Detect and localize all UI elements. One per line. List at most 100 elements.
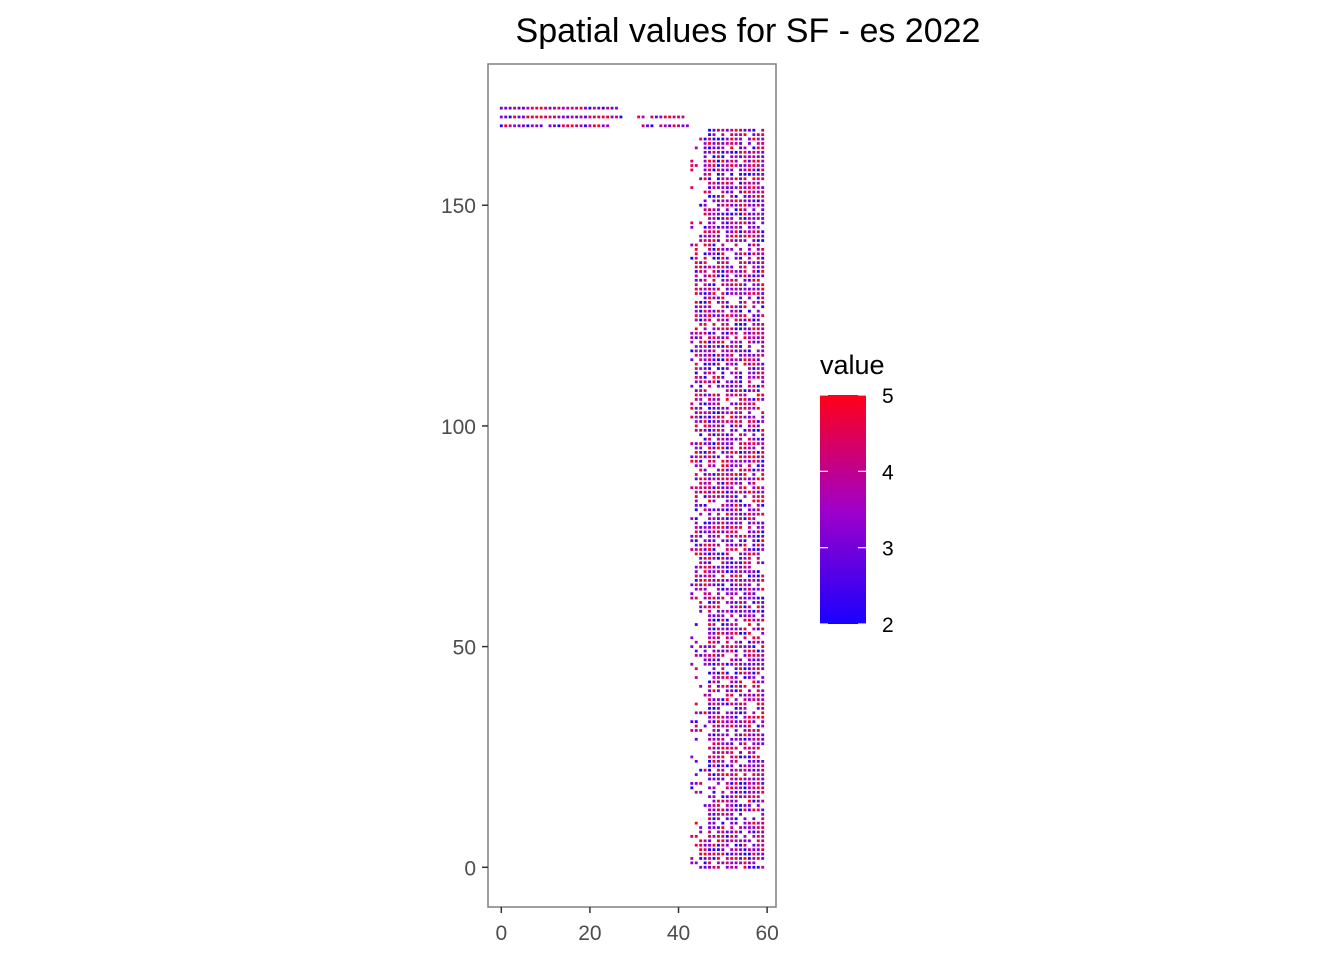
heatmap-cell	[708, 402, 711, 406]
heatmap-cell	[699, 857, 703, 860]
heatmap-cell	[699, 389, 703, 392]
heatmap-cell	[690, 459, 694, 463]
heatmap-cell	[690, 340, 694, 344]
heatmap-cell	[712, 539, 716, 543]
heatmap-cell	[743, 539, 747, 543]
heatmap-cell	[703, 455, 707, 459]
heatmap-cell	[756, 384, 760, 388]
heatmap-cell	[739, 411, 742, 415]
heatmap-cell	[752, 640, 756, 644]
heatmap-cell	[730, 627, 734, 631]
heatmap-cell	[708, 437, 711, 441]
heatmap-cell	[730, 349, 734, 353]
heatmap-cell	[694, 270, 698, 273]
heatmap-cell	[734, 256, 738, 260]
heatmap-cell	[708, 843, 711, 847]
heatmap-cell	[734, 159, 738, 163]
heatmap-cell	[716, 248, 720, 251]
heatmap-cell	[747, 172, 751, 176]
heatmap-cell	[716, 168, 720, 172]
heatmap-cell	[730, 473, 734, 476]
heatmap-cell	[725, 843, 729, 847]
heatmap-cell	[708, 857, 711, 860]
heatmap-cell	[721, 654, 725, 657]
heatmap-cell	[725, 724, 729, 728]
heatmap-cell	[756, 729, 760, 732]
heatmap-cell	[747, 195, 751, 198]
heatmap-cell	[716, 420, 720, 423]
heatmap-cell	[721, 764, 725, 768]
plot-border	[487, 63, 777, 908]
heatmap-cell	[734, 857, 738, 860]
heatmap-cell	[734, 795, 738, 799]
heatmap-cell	[752, 164, 756, 167]
heatmap-cell	[716, 689, 720, 693]
heatmap-cell	[584, 115, 587, 119]
heatmap-cell	[752, 755, 756, 759]
heatmap-cell	[743, 270, 747, 273]
heatmap-cell	[730, 464, 734, 468]
heatmap-cell	[756, 353, 760, 357]
heatmap-cell	[743, 733, 747, 737]
heatmap-cell	[712, 631, 716, 635]
heatmap-cell	[730, 543, 734, 547]
heatmap-cell	[756, 464, 760, 468]
heatmap-cell	[739, 583, 742, 587]
heatmap-cell	[761, 848, 765, 851]
heatmap-cell	[708, 711, 711, 715]
heatmap-cell	[752, 715, 756, 719]
heatmap-cell	[743, 190, 747, 194]
heatmap-cell	[725, 248, 729, 251]
heatmap-cell	[761, 693, 765, 697]
heatmap-cell	[730, 592, 734, 596]
heatmap-cell	[712, 773, 716, 776]
heatmap-cell	[725, 543, 729, 547]
heatmap-cell	[761, 579, 765, 582]
heatmap-cell	[703, 508, 707, 512]
heatmap-cell	[712, 128, 716, 132]
heatmap-cell	[756, 698, 760, 701]
heatmap-cell	[699, 711, 703, 715]
heatmap-cell	[694, 349, 698, 353]
heatmap-cell	[690, 835, 694, 838]
heatmap-cell	[743, 843, 747, 847]
heatmap-cell	[721, 411, 725, 415]
heatmap-cell	[743, 159, 747, 163]
heatmap-cell	[734, 698, 738, 701]
heatmap-cell	[499, 115, 503, 119]
heatmap-cell	[725, 570, 729, 573]
heatmap-cell	[712, 446, 716, 450]
heatmap-cell	[743, 795, 747, 799]
heatmap-cell	[761, 667, 765, 671]
heatmap-cell	[752, 680, 756, 684]
heatmap-cell	[752, 857, 756, 860]
heatmap-cell	[716, 234, 720, 238]
heatmap-cell	[703, 358, 707, 362]
heatmap-cell	[716, 605, 720, 609]
heatmap-cell	[739, 839, 742, 843]
heatmap-cell	[756, 804, 760, 807]
heatmap-cell	[752, 455, 756, 459]
heatmap-cell	[699, 486, 703, 490]
heatmap-cell	[739, 353, 742, 357]
heatmap-cell	[721, 212, 725, 216]
heatmap-cell	[716, 579, 720, 582]
heatmap-cell	[761, 336, 765, 340]
heatmap-cell	[721, 777, 725, 781]
heatmap-cell	[712, 490, 716, 494]
heatmap-cell	[752, 477, 756, 481]
heatmap-cell	[756, 733, 760, 737]
heatmap-cell	[730, 782, 734, 785]
heatmap-cell	[584, 106, 587, 110]
heatmap-cell	[747, 512, 751, 516]
heatmap-cell	[739, 627, 742, 631]
heatmap-cell	[716, 437, 720, 441]
heatmap-cell	[703, 318, 707, 322]
heatmap-cell	[761, 164, 765, 167]
heatmap-cell	[716, 512, 720, 516]
heatmap-cell	[725, 323, 729, 326]
heatmap-cell	[747, 839, 751, 843]
heatmap-cell	[703, 768, 707, 772]
heatmap-cell	[739, 468, 742, 472]
heatmap-cell	[739, 521, 742, 525]
